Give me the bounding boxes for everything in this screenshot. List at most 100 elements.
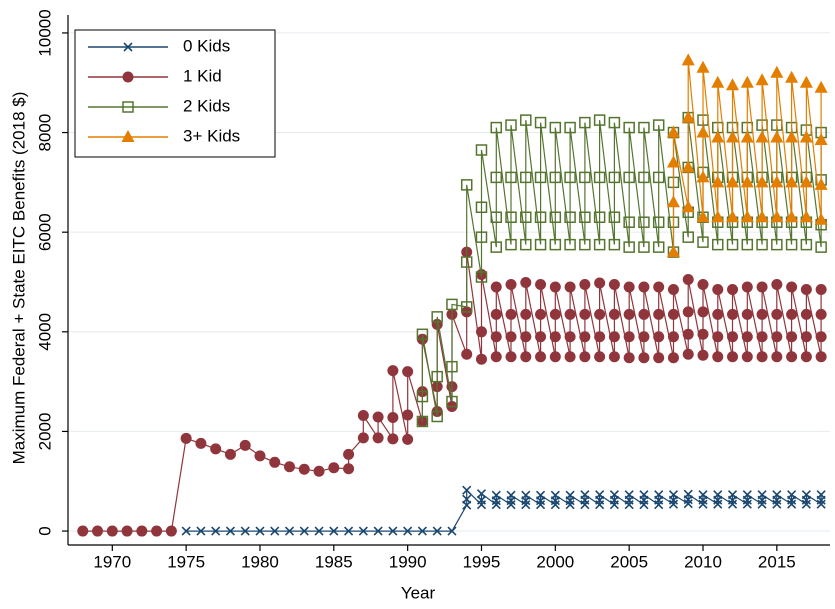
marker [814,133,828,146]
marker [564,351,576,363]
marker [520,171,532,184]
marker [815,331,827,343]
y-tick-label: 2000 [35,413,54,451]
marker [254,450,266,462]
marker [623,216,635,228]
marker [771,308,783,320]
marker [712,308,724,320]
marker [447,526,457,536]
marker [638,352,650,364]
y-tick-label: 10000 [35,9,54,56]
legend-label: 1 Kid [183,66,222,85]
marker [727,351,739,363]
marker [696,125,710,138]
y-axis-title: Maximum Federal + State EITC Benefits (2… [9,92,28,465]
marker [666,195,680,208]
marker [814,177,828,190]
series [181,485,826,536]
marker [697,278,709,290]
marker [564,211,576,223]
marker [594,277,606,289]
marker [387,365,399,377]
marker [756,351,768,363]
marker [785,130,799,143]
marker [387,411,399,423]
marker [740,210,754,223]
marker [520,238,532,251]
marker [638,308,650,320]
marker [460,301,473,313]
marker [490,211,503,223]
marker [771,331,783,343]
marker [682,274,694,286]
marker [416,328,429,341]
marker [787,499,797,509]
marker [239,439,251,451]
marker [770,210,784,223]
marker [77,525,89,537]
marker [564,308,576,320]
marker [740,75,754,88]
marker [741,281,753,293]
marker [313,465,325,477]
marker [534,116,547,129]
marker [799,175,813,188]
marker [520,114,532,126]
marker [475,353,487,365]
marker [681,53,695,66]
marker [741,238,754,251]
marker [535,351,547,363]
marker [210,443,222,455]
marker [727,283,739,295]
marker [696,60,710,73]
marker [490,241,503,253]
marker [92,525,104,537]
marker [579,238,591,251]
marker [638,281,650,293]
marker [195,437,207,449]
marker [815,308,827,320]
marker [653,281,665,293]
marker [181,526,191,536]
marker [403,526,413,536]
marker [534,238,547,251]
marker [638,121,650,134]
x-axis-title: Year [401,583,436,602]
marker [240,526,250,536]
marker [490,121,503,134]
x-tick-label: 1980 [241,552,279,571]
marker [726,130,740,143]
marker [683,489,693,499]
marker [460,179,473,191]
marker [594,331,606,343]
marker [786,281,798,293]
marker [373,526,383,536]
marker [490,171,503,184]
marker [475,201,488,214]
marker [594,308,606,320]
marker [549,281,561,293]
marker [151,525,163,537]
marker [595,490,605,500]
marker [666,245,680,258]
marker [579,278,591,290]
marker [623,352,635,364]
marker [505,238,517,251]
marker [638,241,650,253]
marker [314,526,324,536]
marker [462,494,472,504]
x-tick-label: 1975 [167,552,205,571]
marker [623,121,635,134]
marker [771,238,783,251]
marker [652,216,665,228]
marker [329,526,339,536]
marker [122,71,134,83]
marker [505,351,517,363]
marker [726,238,739,251]
marker [431,370,443,383]
marker [357,409,369,421]
marker [740,130,754,143]
marker [211,526,221,536]
marker [180,432,192,444]
